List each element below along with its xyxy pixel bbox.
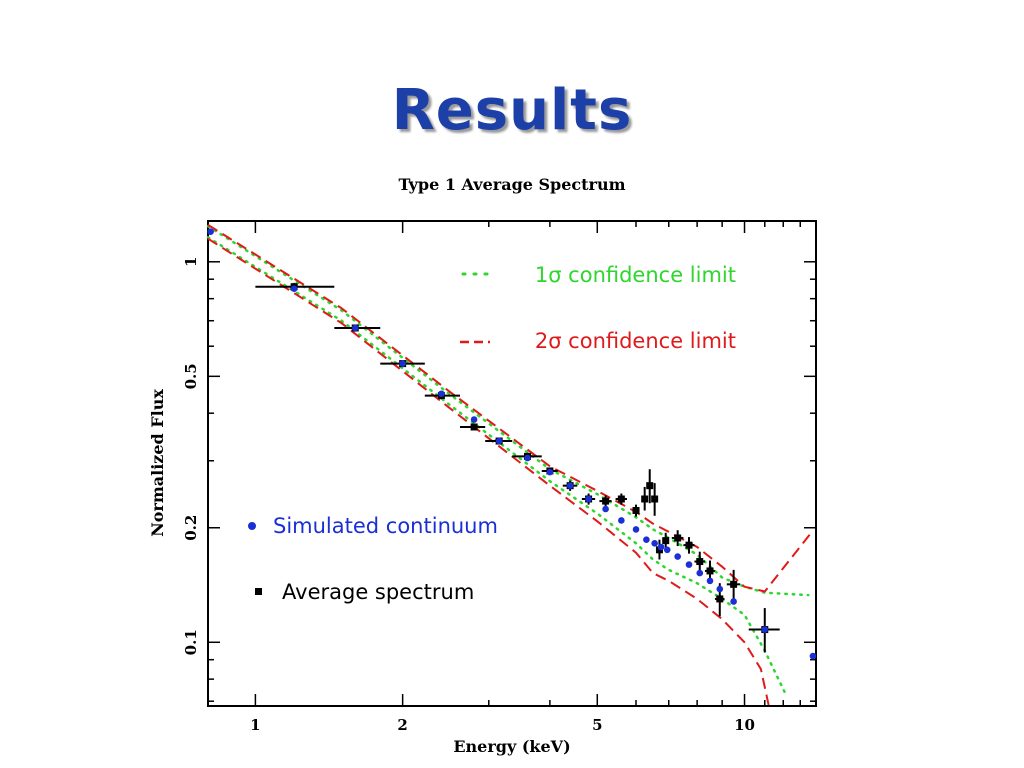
simulated-point: [399, 360, 406, 367]
sigma1-lower-curve: [206, 236, 789, 698]
average-point: [706, 567, 714, 575]
simulated-point: [546, 468, 554, 476]
legend-simulated-swatch: [248, 522, 256, 530]
x-tick-label: 5: [592, 716, 602, 734]
data-points: [207, 228, 817, 660]
simulated-point: [351, 324, 359, 332]
simulated-point: [761, 626, 769, 633]
simulated-point: [651, 540, 658, 547]
legend-sigma2: 2σ confidence limit: [460, 329, 736, 353]
average-point: [470, 423, 478, 431]
legend-average: Average spectrum: [255, 580, 474, 604]
sigma2-upper-curve: [207, 224, 811, 593]
average-point: [632, 506, 640, 514]
simulated-point: [657, 543, 665, 551]
average-point: [716, 595, 724, 603]
average-point: [602, 497, 610, 505]
y-tick-label: 0.2: [182, 515, 200, 541]
simulated-point: [585, 495, 592, 503]
sigma1-upper-curve: [206, 224, 810, 597]
average-point: [617, 495, 625, 503]
simulated-point: [566, 482, 574, 489]
legend-simulated: Simulated continuum: [248, 514, 498, 538]
simulated-point: [290, 285, 298, 292]
average-point: [646, 482, 654, 490]
legend-average-swatch: [255, 588, 262, 595]
simulated-point: [524, 454, 531, 462]
simulated-point: [674, 553, 681, 560]
average-point: [651, 495, 659, 503]
x-tick-label: 1: [250, 716, 260, 734]
axis-ticks: [208, 221, 817, 706]
y-tick-label: 1: [182, 257, 200, 267]
simulated-point: [602, 505, 609, 513]
y-tick-label: 0.1: [182, 629, 200, 655]
x-tick-label: 10: [734, 716, 755, 734]
simulated-point: [685, 561, 693, 568]
average-point: [641, 495, 649, 503]
legend-sigma2-label: 2σ confidence limit: [535, 329, 736, 353]
y-axis-label: Normalized Flux: [148, 389, 167, 537]
simulated-point: [470, 416, 478, 423]
slide-title: Results: [391, 78, 633, 143]
legend-average-label: Average spectrum: [282, 580, 474, 604]
average-point: [730, 580, 738, 588]
simulated-point: [809, 652, 817, 660]
sigma2-lower-curve: [207, 237, 770, 706]
simulated-point: [632, 526, 640, 533]
legend-simulated-label: Simulated continuum: [273, 514, 498, 538]
simulated-point: [618, 517, 625, 524]
simulated-point: [663, 546, 671, 554]
simulated-point: [730, 598, 737, 605]
legend-sigma1: 1σ confidence limit: [461, 263, 736, 287]
confidence-bands: [206, 224, 811, 706]
average-point: [696, 558, 704, 566]
x-tick-label: 2: [397, 716, 407, 734]
simulated-point: [696, 569, 704, 577]
simulated-point: [438, 390, 445, 398]
simulated-point: [207, 228, 214, 235]
average-point: [662, 537, 670, 545]
legend-sigma1-label: 1σ confidence limit: [535, 263, 736, 287]
simulated-point: [495, 437, 503, 445]
simulated-point: [716, 585, 724, 593]
average-point: [685, 541, 693, 549]
x-axis-label: Energy (keV): [453, 737, 570, 756]
tick-labels: 1 2 5 10 0.1 0.2 0.5 1: [182, 257, 755, 734]
plot-frame: [207, 220, 817, 707]
simulated-point: [643, 536, 650, 544]
chart-title: Type 1 Average Spectrum: [398, 175, 625, 194]
simulated-point: [706, 577, 714, 585]
average-point: [674, 534, 682, 542]
y-tick-label: 0.5: [182, 363, 200, 389]
